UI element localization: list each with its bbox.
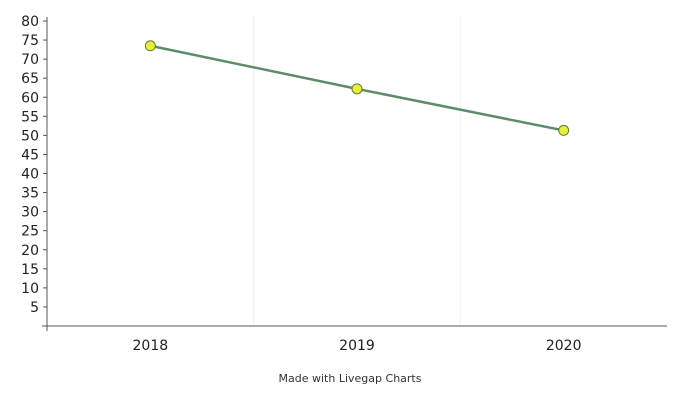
y-tick-label: 65: [21, 71, 39, 87]
y-tick-label: 5: [30, 300, 39, 316]
y-tick-label: 15: [21, 262, 39, 278]
x-tick-label: 2018: [133, 338, 169, 354]
x-axis-ticks: 2018 2019 2020: [133, 338, 582, 354]
y-tick-label: 70: [21, 52, 39, 68]
y-tick-label: 20: [21, 243, 39, 259]
grid-lines: [253, 17, 461, 326]
y-tick-label: 35: [21, 186, 39, 202]
y-tick-label: 75: [21, 33, 39, 49]
axes: [42, 17, 667, 331]
y-tick-label: 80: [21, 14, 39, 30]
chart-credit: Made with Livegap Charts: [278, 372, 422, 385]
y-tick-label: 55: [21, 109, 39, 125]
y-tick-label: 40: [21, 167, 39, 183]
data-point[interactable]: [351, 83, 363, 95]
y-axis-ticks: 5 10 15 20 25 30 35 40 45 50 55 60 65 70 75 80: [21, 14, 47, 316]
y-tick-label: 60: [21, 90, 39, 106]
y-tick-label: 45: [21, 147, 39, 163]
data-point[interactable]: [558, 124, 570, 136]
y-tick-label: 25: [21, 224, 39, 240]
y-tick-label: 50: [21, 128, 39, 144]
x-tick-label: 2019: [339, 338, 375, 354]
y-tick-label: 10: [21, 281, 39, 297]
series: [144, 40, 570, 136]
x-tick-label: 2020: [546, 338, 582, 354]
data-point[interactable]: [144, 40, 156, 52]
y-tick-label: 30: [21, 205, 39, 221]
